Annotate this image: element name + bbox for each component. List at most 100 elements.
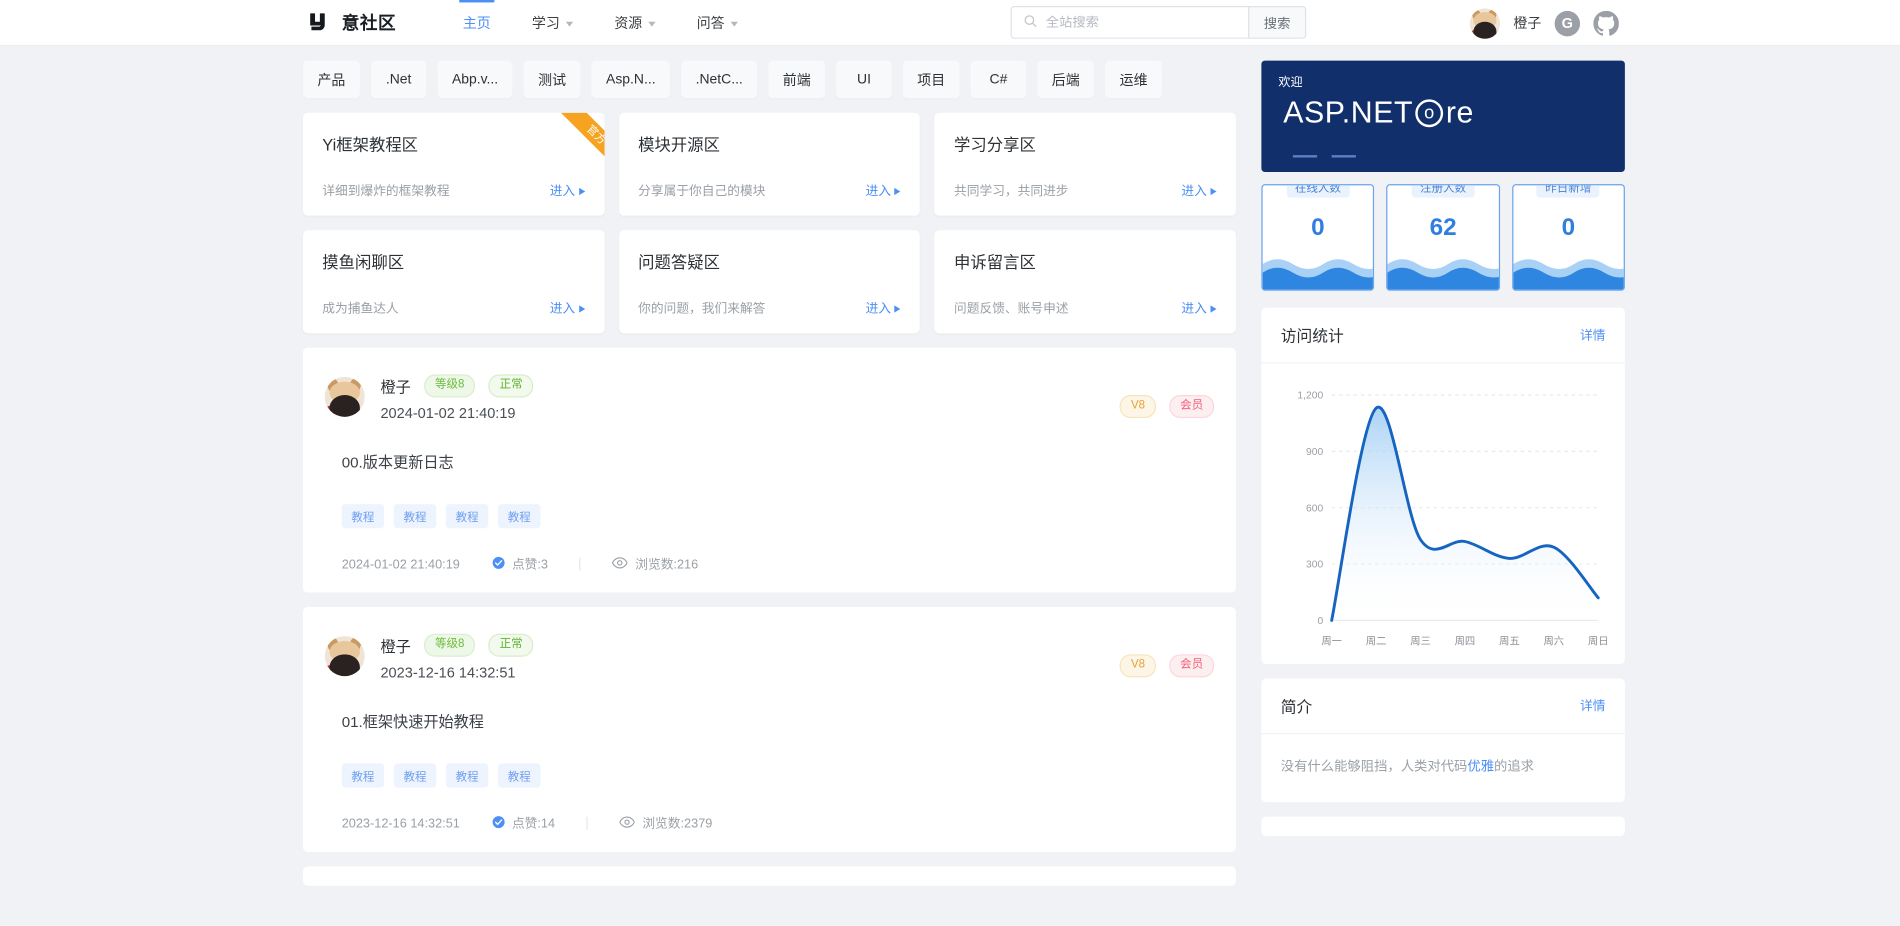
main-nav: 主页 学习 资源 问答 [442, 0, 758, 45]
zone-card-yi-tutorial[interactable]: 官方 Yi框架教程区 详细到爆炸的框架教程 进入 [302, 112, 605, 216]
tag-chip[interactable]: .Net [370, 60, 427, 99]
post-meta-date: 2024-01-02 21:40:19 [341, 556, 460, 572]
meta-divider [586, 816, 588, 831]
stat-row: 在线人数 0 注册人数 62 昨日新增 [1261, 184, 1625, 291]
svg-text:周四: 周四 [1455, 636, 1476, 648]
post-tag[interactable]: 教程 [445, 504, 489, 529]
tag-chip[interactable]: Asp.N... [591, 60, 671, 99]
stat-value: 0 [1561, 214, 1576, 242]
zone-enter-label: 进入 [1181, 301, 1207, 317]
post-card[interactable]: 橙子 等级8 正常 2024-01-02 21:40:19 V8 会员 00.版… [302, 347, 1236, 593]
avatar[interactable] [324, 636, 365, 677]
brand[interactable]: 意社区 [309, 10, 396, 35]
tag-chip[interactable]: 产品 [302, 60, 360, 99]
tag-chip[interactable]: 项目 [902, 60, 960, 99]
nav-item-label: 资源 [614, 16, 643, 31]
post-views: 浏览数:2379 [619, 814, 712, 832]
yi-logo-icon [309, 12, 330, 33]
zone-enter-link[interactable]: 进入 [866, 182, 901, 200]
post-header: 橙子 等级8 正常 2024-01-02 21:40:19 V8 会员 [324, 374, 1215, 422]
post-tag[interactable]: 教程 [393, 504, 437, 529]
zone-title: 模块开源区 [638, 135, 720, 154]
nav-item-study[interactable]: 学习 [511, 0, 593, 45]
zone-title: 摸鱼闲聊区 [322, 253, 405, 272]
sidebar: 欢迎 ASP.NET o re 在线人数 0 [1261, 60, 1625, 886]
zone-enter-link[interactable]: 进入 [1181, 182, 1217, 200]
github-icon[interactable] [1593, 10, 1619, 36]
avatar[interactable] [324, 376, 365, 417]
post-tag[interactable]: 教程 [445, 763, 489, 788]
intro-text-accent: 优雅 [1467, 759, 1495, 775]
zone-enter-label: 进入 [865, 301, 892, 317]
page-body: 产品 .Net Abp.v... 测试 Asp.N... .NetC... 前端… [0, 46, 1900, 886]
tag-chip[interactable]: 后端 [1037, 60, 1095, 99]
post-tag[interactable]: 教程 [393, 763, 437, 788]
nav-item-home[interactable]: 主页 [442, 0, 511, 45]
tag-chip[interactable]: 前端 [768, 60, 826, 99]
tag-chip[interactable]: UI [836, 60, 892, 99]
svg-text:900: 900 [1306, 447, 1323, 458]
post-tag[interactable]: 教程 [498, 504, 541, 529]
zone-grid-row-2: 摸鱼闲聊区 成为捕鱼达人 进入 问题答疑区 你的问题，我们来解答 [302, 230, 1236, 334]
stat-box-online: 在线人数 0 [1261, 184, 1375, 291]
tag-chip[interactable]: .NetC... [681, 60, 758, 99]
search-button[interactable]: 搜索 [1248, 6, 1307, 39]
intro-text: 没有什么能够阻挡，人类对代码优雅的追求 [1261, 734, 1625, 802]
post-card-partial[interactable] [302, 866, 1236, 886]
intro-panel: 简介 详情 没有什么能够阻挡，人类对代码优雅的追求 [1261, 678, 1625, 803]
zone-card-qa[interactable]: 问题答疑区 你的问题，我们来解答 进入 [618, 230, 921, 334]
post-title[interactable]: 01.框架快速开始教程 [341, 713, 484, 731]
stat-box-registered: 注册人数 62 [1386, 184, 1500, 291]
post-author[interactable]: 橙子 [380, 379, 411, 397]
panel-title: 简介 [1280, 697, 1313, 717]
post-title[interactable]: 00.版本更新日志 [341, 454, 454, 472]
post-tag[interactable]: 教程 [341, 504, 385, 529]
post-tag[interactable]: 教程 [341, 763, 385, 788]
tag-chip[interactable]: Abp.v... [437, 60, 513, 99]
tag-chip[interactable]: 测试 [523, 60, 581, 99]
search-field[interactable] [1010, 6, 1249, 39]
user-name[interactable]: 橙子 [1513, 16, 1542, 32]
zone-card-study-share[interactable]: 学习分享区 共同学习，共同进步 进入 [934, 112, 1236, 216]
nav-item-label: 问答 [696, 16, 725, 31]
post-tag[interactable]: 教程 [498, 763, 541, 788]
tag-chip[interactable]: C# [970, 60, 1027, 99]
user-avatar[interactable] [1469, 7, 1501, 39]
wave-graphic [1513, 259, 1624, 290]
app-header: 意社区 主页 学习 资源 问答 [0, 0, 1900, 47]
post-author[interactable]: 橙子 [380, 638, 411, 656]
visits-chart-body: 0 300 600 900 1,200 周一 周二 周三 周四 周五 周六 周日 [1261, 364, 1625, 665]
zone-desc: 分享属于你自己的模块 [638, 184, 766, 199]
svg-text:周日: 周日 [1588, 636, 1609, 648]
zone-enter-label: 进入 [549, 301, 576, 317]
panel-detail-link[interactable]: 详情 [1580, 328, 1606, 343]
svg-text:600: 600 [1306, 503, 1323, 514]
zone-enter-link[interactable]: 进入 [550, 182, 585, 200]
tag-chip[interactable]: 运维 [1105, 60, 1163, 99]
zone-enter-link[interactable]: 进入 [1181, 299, 1217, 317]
zone-title: Yi框架教程区 [322, 135, 419, 154]
gitee-icon[interactable]: G [1554, 10, 1581, 36]
zone-title: 学习分享区 [954, 135, 1036, 154]
zone-enter-label: 进入 [865, 184, 892, 199]
search-input[interactable] [1045, 15, 1236, 30]
nav-item-qa[interactable]: 问答 [676, 0, 758, 45]
vip-level-badge: V8 [1120, 395, 1156, 418]
zone-enter-link[interactable]: 进入 [550, 299, 585, 317]
post-views: 浏览数:216 [612, 555, 698, 573]
zone-enter-link[interactable]: 进入 [866, 299, 901, 317]
post-timestamp: 2024-01-02 21:40:19 [380, 404, 516, 422]
post-card[interactable]: 橙子 等级8 正常 2023-12-16 14:32:51 V8 会员 01.框… [302, 607, 1236, 852]
panel-detail-link[interactable]: 详情 [1580, 699, 1606, 714]
nav-item-resources[interactable]: 资源 [594, 0, 676, 45]
zone-card-module-opensource[interactable]: 模块开源区 分享属于你自己的模块 进入 [618, 112, 921, 216]
wave-graphic [1387, 259, 1499, 290]
svg-text:周一: 周一 [1321, 636, 1342, 648]
banner-ring-letter: o [1424, 102, 1435, 124]
banner-rule [1292, 155, 1356, 158]
zone-card-chat[interactable]: 摸鱼闲聊区 成为捕鱼达人 进入 [302, 230, 605, 334]
aspnet-core-banner[interactable]: 欢迎 ASP.NET o re [1261, 60, 1625, 173]
nav-item-label: 学习 [531, 16, 560, 31]
zone-enter-label: 进入 [1181, 184, 1207, 199]
zone-card-appeal[interactable]: 申诉留言区 问题反馈、账号申述 进入 [934, 230, 1236, 334]
